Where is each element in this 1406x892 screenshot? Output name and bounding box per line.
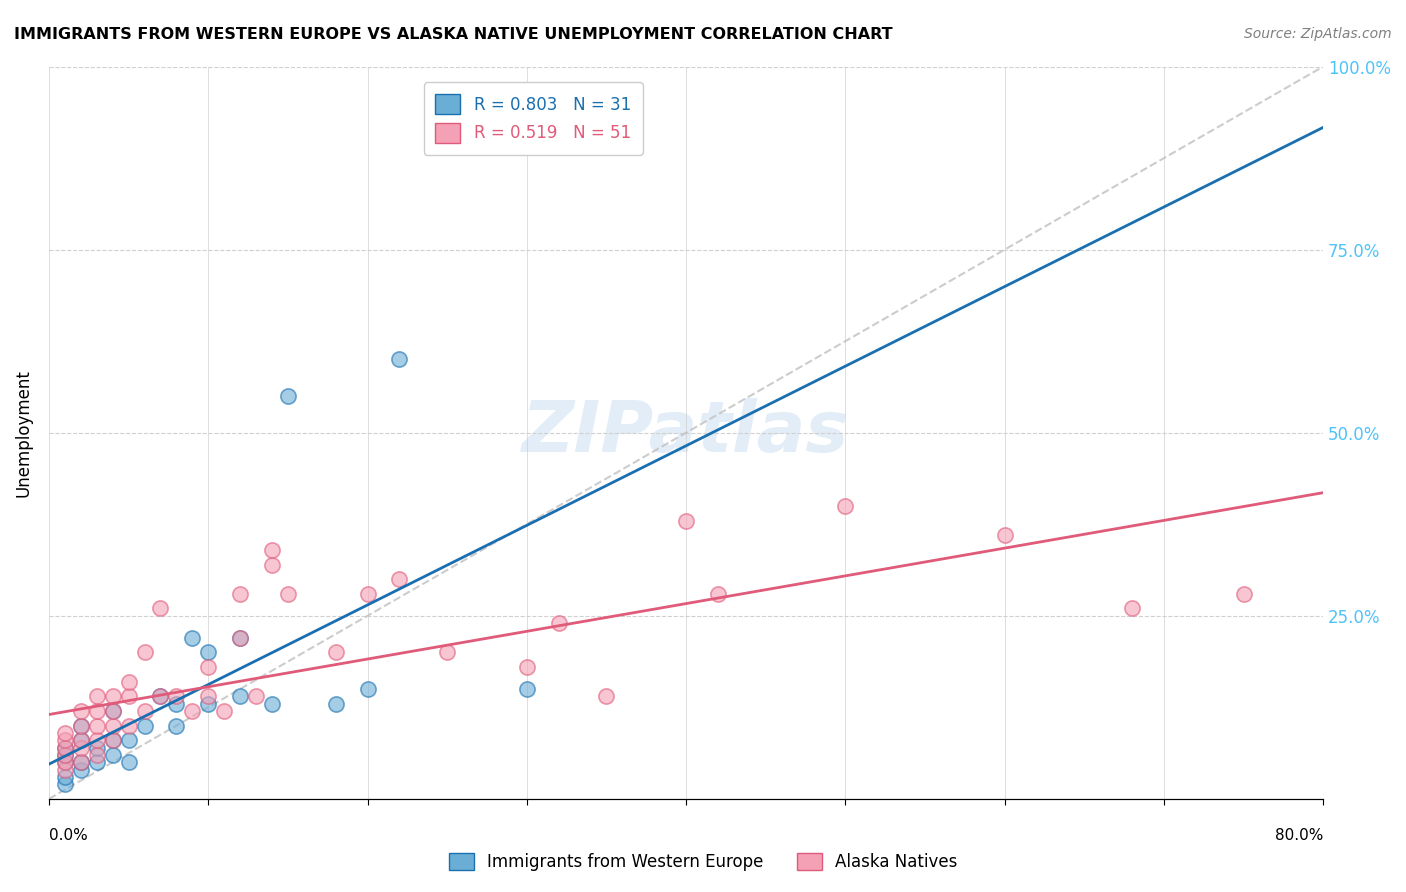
Point: [1232, 587, 1254, 601]
Legend: Immigrants from Western Europe, Alaska Natives: Immigrants from Western Europe, Alaska N…: [440, 845, 966, 880]
Point: [149, 690, 172, 704]
Point: [516, 681, 538, 696]
Point: [86, 756, 108, 770]
Point: [388, 352, 411, 367]
Point: [53, 747, 76, 762]
Point: [101, 733, 124, 747]
Point: [516, 660, 538, 674]
Point: [356, 587, 378, 601]
Point: [197, 690, 219, 704]
Point: [101, 718, 124, 732]
Point: [325, 697, 347, 711]
Point: [1121, 601, 1143, 615]
Text: ZIPatlas: ZIPatlas: [523, 398, 849, 467]
Y-axis label: Unemployment: Unemployment: [15, 368, 32, 497]
Point: [53, 740, 76, 755]
Text: 0.0%: 0.0%: [49, 828, 87, 843]
Point: [53, 756, 76, 770]
Point: [53, 740, 76, 755]
Point: [69, 718, 91, 732]
Point: [101, 704, 124, 718]
Point: [69, 733, 91, 747]
Point: [260, 697, 283, 711]
Point: [197, 660, 219, 674]
Point: [69, 763, 91, 777]
Point: [707, 587, 730, 601]
Point: [834, 499, 856, 513]
Point: [53, 733, 76, 747]
Point: [149, 601, 172, 615]
Point: [260, 542, 283, 557]
Point: [86, 740, 108, 755]
Point: [229, 690, 252, 704]
Point: [197, 697, 219, 711]
Point: [86, 747, 108, 762]
Point: [53, 763, 76, 777]
Point: [101, 733, 124, 747]
Point: [117, 733, 139, 747]
Point: [994, 528, 1017, 542]
Point: [436, 645, 458, 659]
Point: [53, 747, 76, 762]
Point: [388, 572, 411, 586]
Point: [149, 690, 172, 704]
Point: [86, 733, 108, 747]
Point: [53, 770, 76, 784]
Point: [229, 587, 252, 601]
Point: [69, 740, 91, 755]
Point: [229, 631, 252, 645]
Point: [53, 756, 76, 770]
Point: [69, 756, 91, 770]
Text: Source: ZipAtlas.com: Source: ZipAtlas.com: [1244, 27, 1392, 41]
Legend: R = 0.803   N = 31, R = 0.519   N = 51: R = 0.803 N = 31, R = 0.519 N = 51: [423, 82, 643, 154]
Point: [277, 389, 299, 403]
Point: [86, 704, 108, 718]
Point: [69, 733, 91, 747]
Point: [165, 718, 187, 732]
Point: [101, 690, 124, 704]
Point: [245, 690, 267, 704]
Point: [165, 690, 187, 704]
Point: [101, 704, 124, 718]
Point: [277, 587, 299, 601]
Point: [181, 631, 204, 645]
Point: [547, 616, 569, 631]
Point: [134, 645, 156, 659]
Point: [595, 690, 617, 704]
Point: [197, 645, 219, 659]
Text: 80.0%: 80.0%: [1275, 828, 1323, 843]
Text: IMMIGRANTS FROM WESTERN EUROPE VS ALASKA NATIVE UNEMPLOYMENT CORRELATION CHART: IMMIGRANTS FROM WESTERN EUROPE VS ALASKA…: [14, 27, 893, 42]
Point: [69, 718, 91, 732]
Point: [212, 704, 235, 718]
Point: [69, 704, 91, 718]
Point: [117, 690, 139, 704]
Point: [229, 631, 252, 645]
Point: [260, 558, 283, 572]
Point: [356, 681, 378, 696]
Point: [325, 645, 347, 659]
Point: [134, 704, 156, 718]
Point: [86, 718, 108, 732]
Point: [117, 718, 139, 732]
Point: [134, 718, 156, 732]
Point: [53, 726, 76, 740]
Point: [117, 674, 139, 689]
Point: [69, 756, 91, 770]
Point: [675, 514, 697, 528]
Point: [181, 704, 204, 718]
Point: [86, 690, 108, 704]
Point: [101, 747, 124, 762]
Point: [53, 777, 76, 791]
Point: [117, 756, 139, 770]
Point: [165, 697, 187, 711]
